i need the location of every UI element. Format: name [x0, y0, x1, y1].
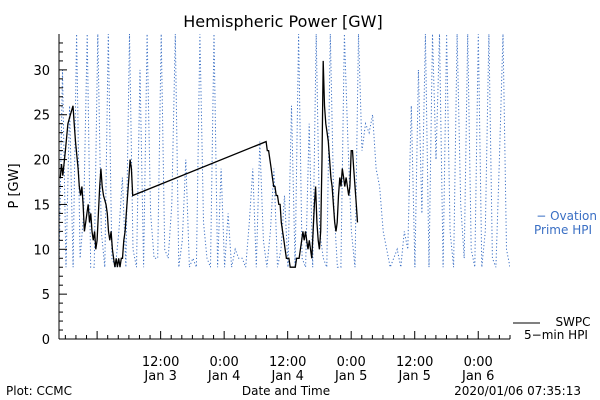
y-tick-label: 30 — [33, 64, 50, 79]
ovation-legend-line2: Prime HPI — [534, 223, 592, 237]
x-tick-date-label: Jan 3 — [143, 369, 176, 384]
y-tick-label: 15 — [33, 198, 50, 213]
x-tick-date-label: Jan 4 — [270, 369, 303, 384]
x-axis-label: Date and Time — [242, 384, 330, 398]
y-tick-label: 5 — [42, 288, 50, 303]
y-tick-label: 20 — [33, 154, 50, 169]
x-tick-date-label: Jan 5 — [397, 369, 430, 384]
x-tick-time-label: 0:00 — [210, 355, 239, 370]
chart-title: Hemispheric Power [GW] — [183, 12, 382, 31]
x-tick-time-label: 12:00 — [142, 355, 179, 370]
swpc-5min-hpi-series-line — [59, 60, 359, 268]
swpc-legend-line1: SWPC — [555, 315, 590, 329]
x-tick-time-label: 12:00 — [269, 355, 306, 370]
swpc-legend-line2: 5−min HPI — [524, 328, 588, 342]
ovation-prime-hpi-series-line — [59, 34, 510, 269]
x-tick-date-label: Jan 6 — [461, 369, 494, 384]
y-axis-label: P [GW] — [7, 163, 22, 208]
ovation-legend-line1: − Ovation — [536, 209, 597, 223]
x-tick-date-label: Jan 4 — [207, 369, 240, 384]
x-tick-time-label: 12:00 — [396, 355, 433, 370]
x-tick-time-label: 0:00 — [464, 355, 493, 370]
y-tick-label: 10 — [33, 243, 50, 258]
x-tick-date-label: Jan 5 — [334, 369, 367, 384]
footer-credit: Plot: CCMC — [6, 384, 72, 398]
footer-timestamp: 2020/01/06 07:35:13 — [454, 384, 581, 398]
y-tick-label: 25 — [33, 109, 50, 124]
x-tick-time-label: 0:00 — [337, 355, 366, 370]
y-tick-label: 0 — [42, 333, 50, 348]
